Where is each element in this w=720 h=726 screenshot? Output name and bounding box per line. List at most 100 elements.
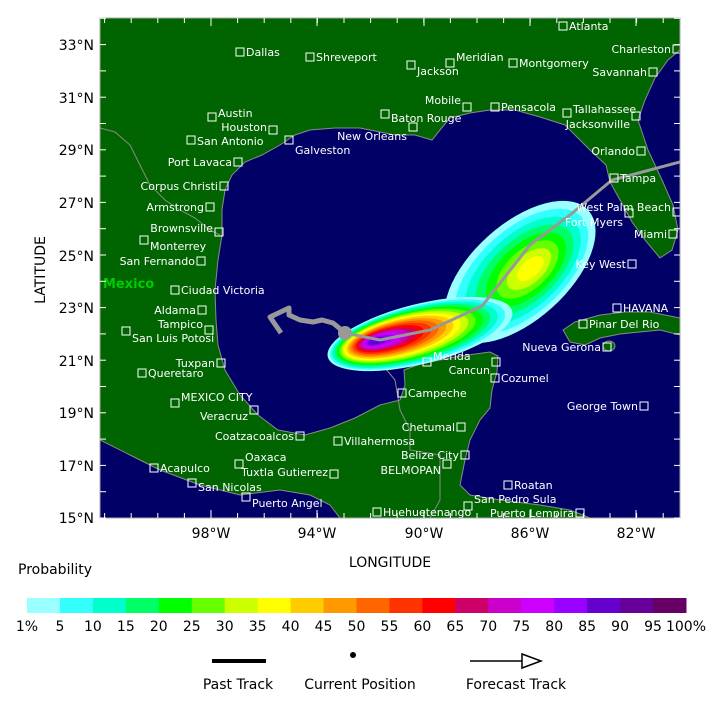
city-marker (196, 256, 206, 266)
city-label: Tampico (157, 318, 203, 331)
city-label: West Palm Beach (576, 201, 671, 214)
colorbar-label: 60 (413, 619, 431, 635)
current-position-legend-dot (350, 652, 356, 658)
city-label: Fort Myers (565, 216, 623, 229)
city-marker (268, 125, 278, 135)
colorbar-label: 15 (117, 619, 135, 635)
city-label: Meridian (456, 51, 504, 64)
colorbar-swatch (455, 598, 489, 613)
forecast-track-line (344, 160, 680, 342)
city-marker (187, 478, 197, 488)
city-label: Corpus Christi (141, 180, 218, 193)
colorbar-label: 1% (16, 619, 38, 635)
city-label: Queretaro (148, 367, 204, 380)
city-marker (406, 60, 416, 70)
lat-tick-label: 33°N (59, 38, 94, 54)
current-position-marker (338, 326, 352, 340)
city-label: Orlando (591, 145, 635, 158)
city-label: Huehuetenango (383, 506, 471, 519)
city-label: Tuxpan (175, 357, 215, 370)
city-marker (609, 173, 619, 183)
city-marker (422, 357, 432, 367)
forecast-track-legend-arrow (470, 652, 544, 670)
city-label: Tuxtla Gutierrez (240, 466, 328, 479)
forecast-track-legend-label: Forecast Track (466, 677, 567, 693)
colorbar-swatch (125, 598, 160, 613)
cuba (562, 311, 680, 346)
past-track-line (267, 305, 346, 335)
colorbar-label: 40 (282, 619, 300, 635)
city-label: Cozumel (501, 372, 549, 385)
city-marker (305, 52, 315, 62)
city-label: Oaxaca (245, 451, 286, 464)
lon-tick-label: 94°W (298, 526, 337, 542)
y-axis-label: LATITUDE (33, 236, 49, 304)
city-marker (234, 459, 244, 469)
map-frame (99, 17, 681, 519)
colorbar-label: 45 (315, 619, 333, 635)
city-marker (491, 357, 501, 367)
city-marker (562, 108, 572, 118)
city-marker (170, 285, 180, 295)
city-marker (624, 208, 634, 218)
city-label: Key West (576, 258, 627, 271)
city-marker (121, 326, 131, 336)
city-label: Puerto Angel (252, 497, 323, 510)
city-marker (578, 319, 588, 329)
city-label: Pinar Del Rio (589, 318, 660, 331)
city-marker (137, 368, 147, 378)
lat-tick-label: 31°N (59, 91, 94, 107)
colorbar-label: 5 (55, 619, 64, 635)
city-label: San Fernando (120, 255, 196, 268)
city-marker (508, 58, 518, 68)
colorbar-label: 50 (348, 619, 366, 635)
lon-tick-label: 90°W (405, 526, 444, 542)
lat-tick-label: 21°N (59, 354, 94, 370)
city-label: San Nicolas (198, 481, 262, 494)
city-marker (219, 181, 229, 191)
city-marker (490, 102, 500, 112)
axis-ticks: 98°W 94°W 90°W 86°W 82°W 33°N 31°N 29°N 27°N 25°N… (59, 17, 680, 542)
city-label: Tallahassee (572, 103, 636, 116)
gulf-caribbean-water (214, 49, 680, 518)
us-mexico-border (100, 127, 221, 236)
city-marker (463, 501, 473, 511)
colorbar-label: 70 (479, 619, 497, 635)
colorbar-label: 25 (183, 619, 201, 635)
lat-tick-label: 23°N (59, 301, 94, 317)
colorbar-swatch (554, 598, 588, 613)
city-marker (462, 102, 472, 112)
city-marker (397, 388, 407, 398)
lat-tick-label: 15°N (59, 511, 94, 527)
colorbar-label: 10 (84, 619, 102, 635)
x-axis-label: LONGITUDE (349, 555, 431, 571)
colorbar-swatch (521, 598, 555, 613)
colorbar-swatch (323, 598, 357, 613)
city-marker (612, 303, 622, 313)
city-marker (636, 146, 646, 156)
city-label: San Luis Potosi (132, 332, 214, 345)
colorbar-label: 100% (666, 619, 706, 635)
city-label: Shreveport (316, 51, 378, 64)
city-label: Puerto Lempira (490, 507, 574, 520)
lat-tick-label: 27°N (59, 196, 94, 212)
colorbar-swatch (92, 598, 127, 613)
country-label-mexico: Mexico (103, 277, 154, 292)
city-marker (503, 480, 513, 490)
colorbar-swatch (422, 598, 456, 613)
colorbar-swatch (27, 598, 61, 613)
colorbar-swatch (620, 598, 654, 613)
city-label: Chetumal (402, 421, 455, 434)
city-label: MEXICO CITY (181, 391, 253, 404)
city-marker (442, 459, 452, 469)
city-label: Pensacola (501, 101, 556, 114)
city-marker (648, 67, 658, 77)
city-label: Galveston (295, 144, 350, 157)
city-marker (333, 436, 343, 446)
city-label: Aldama (154, 304, 196, 317)
city-label: Nueva Gerona (522, 341, 601, 354)
city-marker (456, 422, 466, 432)
past-track-legend-label: Past Track (203, 677, 274, 693)
